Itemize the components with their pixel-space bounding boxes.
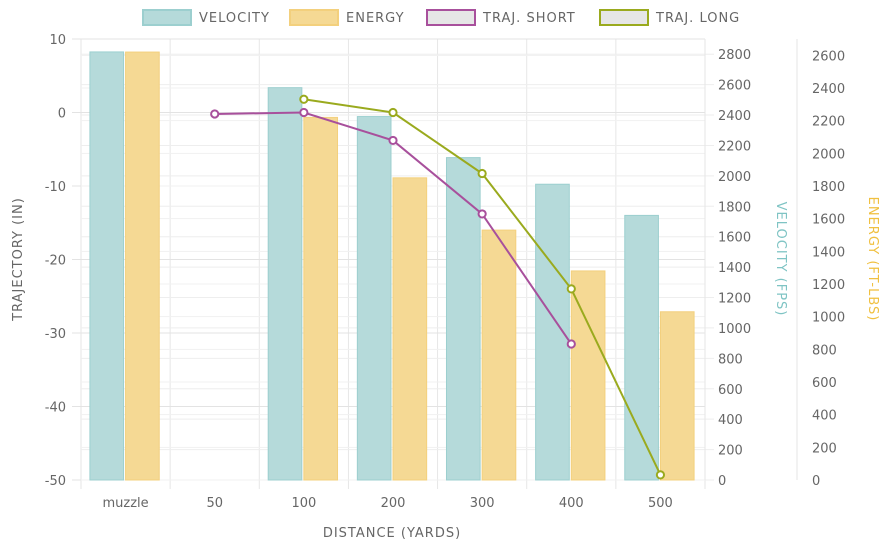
energy-tick-label: 2600: [812, 49, 845, 64]
velocity-tick-label: 1200: [718, 292, 751, 307]
legend-label-energy: ENERGY: [346, 11, 405, 26]
energy-tick-label: 1200: [812, 278, 845, 293]
bar-series: [89, 51, 695, 481]
energy-bar: [481, 229, 517, 481]
legend-label-traj-long: TRAJ. LONG: [655, 11, 740, 26]
velocity-tick-label: 0: [718, 474, 726, 489]
velocity-tick-label: 1400: [718, 261, 751, 276]
velocity-tick-label: 1600: [718, 231, 751, 246]
distance-tick-label: 500: [648, 496, 673, 511]
energy-tick-label: 600: [812, 376, 837, 391]
energy-bar: [570, 270, 606, 481]
velocity-tick-label: 400: [718, 413, 743, 428]
energy-tick-label: 0: [812, 474, 820, 489]
velocity-tick-label: 2800: [718, 48, 751, 63]
traj-short-point: [388, 135, 398, 146]
legend-swatch-traj-short: [426, 9, 476, 26]
energy-tick-label: 400: [812, 409, 837, 424]
velocity-tick-label: 2200: [718, 139, 751, 154]
distance-tick-label: 200: [381, 496, 406, 511]
trajectory-tick-label: -20: [45, 254, 66, 269]
velocity-tick-label: 2600: [718, 79, 751, 94]
legend-swatch-energy: [289, 9, 339, 26]
energy-tick-label: 2200: [812, 115, 845, 130]
energy-axis-title: ENERGY (FT-LBS): [865, 197, 880, 322]
trajectory-tick-label: -50: [45, 474, 66, 489]
velocity-bar: [356, 116, 392, 481]
trajectory-tick-label: -30: [45, 327, 66, 342]
traj-short-point: [299, 107, 309, 118]
distance-tick-label: 400: [559, 496, 584, 511]
traj-short-point: [477, 209, 487, 219]
legend-swatch-traj-long: [599, 9, 649, 26]
trajectory-tick-label: 0: [58, 107, 66, 122]
distance-tick-label: muzzle: [102, 496, 148, 511]
energy-bar: [125, 51, 160, 481]
legend-swatch-velocity: [142, 9, 192, 26]
trajectory-tick-label: -40: [45, 401, 66, 416]
velocity-axis: 0 200 400 600 800 1000 1200 1400 1600 1800 2000 220…: [718, 48, 751, 489]
traj-short-point: [210, 109, 220, 119]
velocity-tick-label: 1800: [718, 200, 751, 215]
energy-axis: 0 200 400 600 800 1000 1200 1400 1600 1800 2000 220…: [812, 49, 845, 489]
legend: VELOCITY ENERGY TRAJ. SHORT TRAJ. LONG: [142, 9, 740, 26]
distance-tick-label: 100: [291, 496, 316, 511]
energy-bar: [392, 177, 428, 481]
velocity-axis-title: VELOCITY (FPS): [773, 202, 788, 317]
velocity-bar: [267, 87, 303, 481]
energy-tick-label: 1600: [812, 213, 845, 228]
velocity-tick-label: 1000: [718, 322, 751, 337]
traj-long-point: [655, 470, 666, 480]
velocity-tick-label: 2400: [718, 109, 751, 124]
energy-tick-label: 1400: [812, 245, 845, 260]
legend-label-velocity: VELOCITY: [199, 11, 270, 26]
velocity-tick-label: 600: [718, 383, 743, 398]
energy-tick-label: 2000: [812, 147, 845, 162]
energy-tick-label: 1000: [812, 311, 845, 326]
distance-tick-label: 300: [470, 496, 495, 511]
traj-long-point: [477, 168, 487, 179]
line-series: [210, 94, 666, 480]
energy-tick-label: 200: [812, 441, 837, 456]
energy-bar: [659, 311, 695, 481]
x-axis-title: DISTANCE (YARDS): [323, 526, 461, 541]
distance-axis: muzzle 50 100 200 300 400 500: [102, 496, 672, 511]
traj-long-point: [299, 94, 309, 104]
energy-tick-label: 1800: [812, 180, 845, 195]
trajectory-axis: 10 0 -10 -20 -30 -40 -50: [45, 33, 66, 489]
traj-long-point: [388, 107, 398, 118]
trajectory-axis-title: TRAJECTORY (IN): [11, 197, 26, 322]
energy-tick-label: 2400: [812, 82, 845, 97]
velocity-tick-label: 200: [718, 444, 743, 459]
legend-label-traj-short: TRAJ. SHORT: [482, 11, 576, 26]
energy-tick-label: 800: [812, 343, 837, 358]
energy-bar: [303, 116, 339, 481]
velocity-bar: [89, 51, 125, 481]
trajectory-tick-label: -10: [45, 180, 66, 195]
trajectory-tick-label: 10: [49, 33, 66, 48]
velocity-tick-label: 2000: [718, 170, 751, 185]
traj-short-point: [566, 339, 576, 349]
velocity-tick-label: 800: [718, 352, 743, 367]
velocity-bar: [624, 214, 659, 481]
velocity-bar: [445, 157, 481, 481]
distance-tick-label: 50: [206, 496, 223, 511]
traj-long-point: [566, 284, 576, 294]
